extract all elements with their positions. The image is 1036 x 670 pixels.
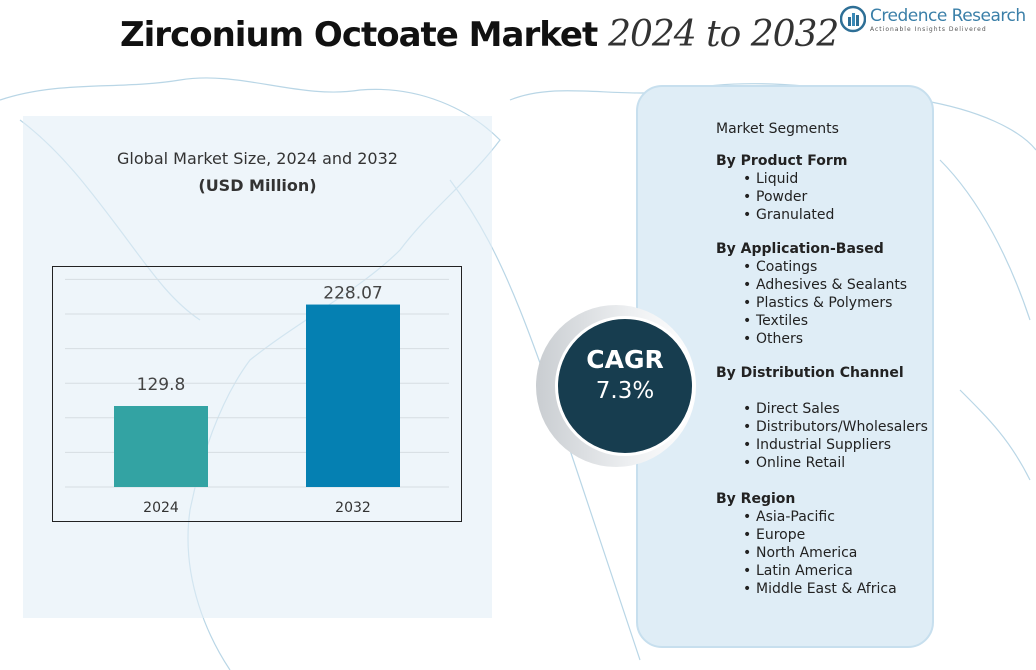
segment-item: Textiles [716, 312, 928, 330]
segment-item: Asia-Pacific [716, 508, 928, 526]
x-tick-label: 2032 [335, 500, 371, 516]
logo-tagline: Actionable Insights Delivered [870, 25, 987, 33]
segment-item: Europe [716, 526, 928, 544]
cagr-badge: CAGR 7.3% [555, 316, 695, 456]
segment-heading: By Region [716, 491, 796, 507]
segment-item: Direct Sales [716, 400, 928, 418]
segment-item: Adhesives & Sealants [716, 276, 928, 294]
segment-item: Powder [716, 188, 928, 206]
segment-heading: By Distribution Channel [716, 365, 904, 381]
segment-heading: By Product Form [716, 153, 848, 169]
chart-panel [23, 116, 492, 618]
segment-item: Latin America [716, 562, 928, 580]
market-segments: Market Segments By Product FormLiquidPow… [716, 120, 928, 614]
chart-title: Global Market Size, 2024 and 2032 [117, 149, 398, 168]
title-text: Zirconium Octoate Market [120, 15, 598, 55]
chart-subtitle: (USD Million) [198, 176, 317, 195]
segment-item: Plastics & Polymers [716, 294, 928, 312]
bar-2032 [306, 304, 400, 487]
segment-item: North America [716, 544, 928, 562]
bar-chart: 129.8 2024 228.07 2032 [52, 266, 462, 522]
segment-item: Online Retail [716, 454, 928, 472]
segment-item: Others [716, 330, 928, 348]
bar-chart-svg: 129.8 2024 228.07 2032 [65, 278, 449, 516]
data-label: 228.07 [323, 284, 382, 304]
segment-item: Industrial Suppliers [716, 436, 928, 454]
credence-logo: Credence Research Actionable Insights Del… [840, 5, 1026, 33]
logo-name: Credence Research [870, 5, 1026, 26]
cagr-value: 7.3% [595, 378, 655, 404]
segment-item: Granulated [716, 206, 928, 224]
x-tick-label: 2024 [143, 500, 179, 516]
segment-item: Distributors/Wholesalers [716, 418, 928, 436]
page-title: Zirconium Octoate Market 2024 to 2032 [120, 14, 839, 55]
segment-heading: By Application-Based [716, 241, 884, 257]
segment-item: Coatings [716, 258, 928, 276]
data-label: 129.8 [137, 375, 186, 395]
segment-item: Liquid [716, 170, 928, 188]
logo-icon [840, 5, 866, 33]
segments-title: Market Segments [716, 121, 839, 137]
cagr-label: CAGR [586, 345, 664, 374]
bar-2024 [114, 406, 208, 487]
segment-item: Middle East & Africa [716, 580, 928, 598]
title-years: 2024 to 2032 [608, 14, 839, 55]
